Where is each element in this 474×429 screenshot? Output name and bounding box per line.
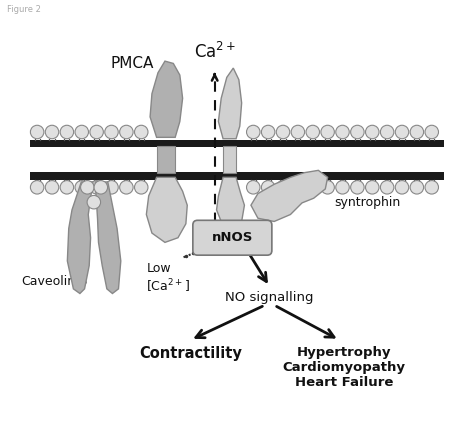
Polygon shape bbox=[219, 68, 242, 139]
Circle shape bbox=[365, 181, 379, 194]
Circle shape bbox=[105, 125, 118, 139]
Circle shape bbox=[291, 125, 305, 139]
Circle shape bbox=[381, 181, 394, 194]
Circle shape bbox=[291, 181, 305, 194]
Circle shape bbox=[351, 181, 364, 194]
Circle shape bbox=[381, 125, 394, 139]
Circle shape bbox=[246, 181, 260, 194]
Circle shape bbox=[276, 181, 290, 194]
Circle shape bbox=[81, 181, 94, 194]
Circle shape bbox=[94, 181, 108, 194]
Circle shape bbox=[135, 125, 148, 139]
Circle shape bbox=[87, 196, 100, 209]
Polygon shape bbox=[95, 182, 121, 293]
Circle shape bbox=[336, 181, 349, 194]
Text: Figure 2: Figure 2 bbox=[7, 5, 41, 14]
Polygon shape bbox=[156, 146, 175, 173]
Circle shape bbox=[365, 125, 379, 139]
Circle shape bbox=[75, 125, 89, 139]
Text: Hypertrophy
Cardiomyopathy
Heart Failure: Hypertrophy Cardiomyopathy Heart Failure bbox=[283, 346, 405, 389]
Circle shape bbox=[30, 181, 44, 194]
Circle shape bbox=[46, 125, 59, 139]
Circle shape bbox=[261, 125, 275, 139]
Circle shape bbox=[119, 125, 133, 139]
Polygon shape bbox=[146, 177, 187, 242]
Circle shape bbox=[425, 125, 438, 139]
Circle shape bbox=[410, 125, 424, 139]
Polygon shape bbox=[223, 146, 236, 173]
Circle shape bbox=[425, 181, 438, 194]
Text: syntrophin: syntrophin bbox=[335, 196, 401, 209]
Circle shape bbox=[261, 181, 275, 194]
Bar bbox=[30, 172, 444, 180]
Polygon shape bbox=[67, 182, 93, 293]
Circle shape bbox=[395, 125, 409, 139]
Text: Contractility: Contractility bbox=[139, 346, 242, 360]
Text: Low
[Ca$^{2+}$]: Low [Ca$^{2+}$] bbox=[146, 262, 190, 295]
Circle shape bbox=[321, 181, 334, 194]
Circle shape bbox=[321, 125, 334, 139]
Circle shape bbox=[75, 181, 89, 194]
Polygon shape bbox=[251, 170, 328, 221]
Circle shape bbox=[410, 181, 424, 194]
Text: Caveolin-3: Caveolin-3 bbox=[21, 275, 87, 288]
Text: PMCA: PMCA bbox=[111, 56, 154, 71]
Circle shape bbox=[336, 125, 349, 139]
Circle shape bbox=[60, 125, 73, 139]
Circle shape bbox=[46, 181, 59, 194]
Circle shape bbox=[351, 125, 364, 139]
Circle shape bbox=[306, 125, 319, 139]
Polygon shape bbox=[217, 177, 245, 226]
Text: Ca$^{2+}$: Ca$^{2+}$ bbox=[193, 42, 236, 62]
Circle shape bbox=[30, 125, 44, 139]
Polygon shape bbox=[150, 61, 182, 137]
Bar bbox=[30, 140, 444, 147]
Text: NO signalling: NO signalling bbox=[225, 291, 314, 304]
Circle shape bbox=[276, 125, 290, 139]
Circle shape bbox=[60, 181, 73, 194]
Circle shape bbox=[135, 181, 148, 194]
Circle shape bbox=[119, 181, 133, 194]
Circle shape bbox=[246, 125, 260, 139]
Text: nNOS: nNOS bbox=[212, 231, 253, 244]
Circle shape bbox=[105, 181, 118, 194]
FancyBboxPatch shape bbox=[193, 221, 272, 255]
Circle shape bbox=[306, 181, 319, 194]
Circle shape bbox=[90, 125, 103, 139]
Circle shape bbox=[395, 181, 409, 194]
Circle shape bbox=[90, 181, 103, 194]
